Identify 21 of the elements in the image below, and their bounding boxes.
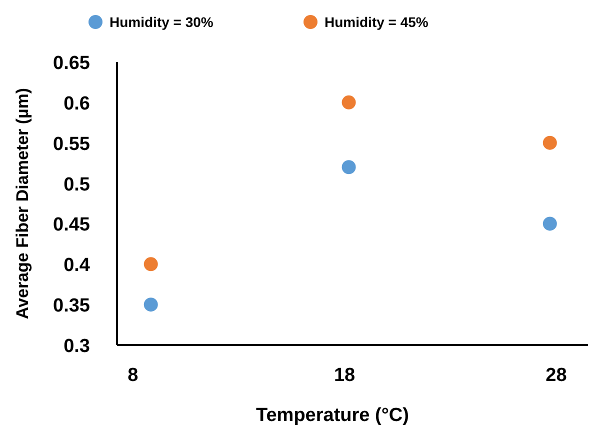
point (342, 160, 356, 174)
point (342, 95, 356, 110)
x-tick-label: 8 (128, 365, 138, 386)
y-tick-label: 0.55 (53, 134, 90, 155)
legend-label: Humidity = 30% (110, 14, 214, 30)
point (542, 136, 557, 150)
y-tick-label: 0.3 (64, 336, 90, 357)
point (542, 216, 557, 231)
point (144, 298, 158, 312)
y-tick-label: 0.65 (53, 53, 90, 74)
point (144, 257, 158, 272)
x-axis-title: Temperature (°C) (256, 405, 409, 426)
y-tick-label: 0.45 (53, 214, 90, 236)
x-tick-label: 28 (546, 365, 567, 386)
y-axis-title: Average Fiber Diameter (µm) (13, 88, 32, 320)
y-tick-label: 0.35 (53, 296, 90, 317)
y-tick-label: 0.5 (64, 174, 90, 196)
x-tick-label: 18 (334, 365, 356, 386)
legend-label: Humidity = 45% (324, 14, 429, 30)
y-tick-label: 0.6 (64, 93, 90, 114)
y-tick-label: 0.4 (64, 255, 90, 276)
